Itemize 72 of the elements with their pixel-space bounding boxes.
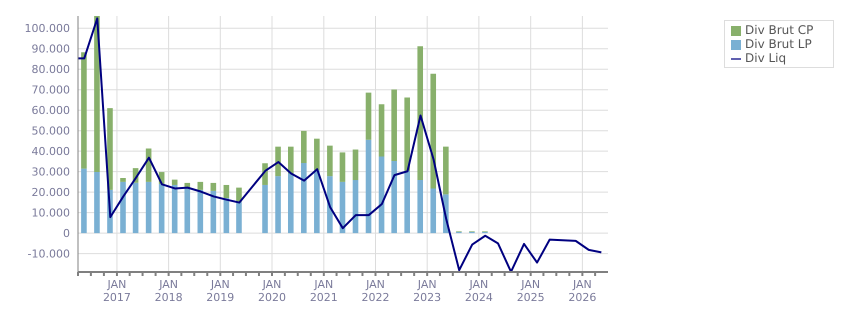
bar xyxy=(224,184,230,198)
x-tick-label: JAN 2019 xyxy=(206,278,234,304)
bar xyxy=(120,182,126,234)
x-tick-label: JAN 2023 xyxy=(413,278,442,304)
line-series xyxy=(78,17,602,272)
y-tick-label: 80.000 xyxy=(32,63,70,76)
x-tick-label: JAN 2020 xyxy=(258,278,286,304)
bar xyxy=(81,168,87,234)
bar xyxy=(224,198,230,234)
bar xyxy=(391,90,397,161)
bar xyxy=(184,188,190,234)
y-tick-label: 70.000 xyxy=(32,84,70,97)
bar xyxy=(378,156,384,234)
y-tick-label: 90.000 xyxy=(32,42,70,56)
bar xyxy=(132,182,138,234)
x-tick-label: JAN 2018 xyxy=(154,278,183,304)
bar xyxy=(340,182,346,234)
y-tick-label: 30.000 xyxy=(32,166,70,179)
bar xyxy=(198,190,204,234)
x-tick-label: JAN 2026 xyxy=(568,278,596,304)
bar xyxy=(391,161,397,234)
bar xyxy=(275,146,281,176)
bar xyxy=(94,172,100,234)
legend-label: Div Brut LP xyxy=(745,37,812,51)
bar xyxy=(404,98,410,171)
bar xyxy=(352,180,358,234)
bar xyxy=(120,178,126,182)
x-tick-label: JAN 2025 xyxy=(516,278,545,304)
y-tick-label: 100.000 xyxy=(24,22,70,36)
bar xyxy=(378,104,384,156)
y-tick-label: 20.000 xyxy=(32,186,70,200)
bar xyxy=(314,170,320,234)
x-tick-label: JAN 2017 xyxy=(102,278,131,304)
bar xyxy=(236,202,242,234)
y-tick-label: 60.000 xyxy=(32,104,70,118)
bar xyxy=(198,182,204,190)
bar xyxy=(404,170,410,234)
y-tick-label: 40.000 xyxy=(32,145,70,158)
bar xyxy=(210,182,216,191)
bar xyxy=(107,108,113,190)
bar xyxy=(146,182,152,234)
bar xyxy=(340,152,346,182)
bar xyxy=(417,46,424,180)
bar xyxy=(301,163,307,234)
legend-label: Div Brut CP xyxy=(745,23,814,37)
legend-label: Div Liq xyxy=(745,51,786,65)
bar xyxy=(210,190,216,234)
y-tick-label: -10.000 xyxy=(28,247,70,260)
bar xyxy=(262,184,268,234)
bar xyxy=(352,150,358,180)
bar xyxy=(417,180,424,234)
bar xyxy=(443,146,449,194)
y-tick-label: 10.000 xyxy=(32,206,70,220)
bar xyxy=(275,176,281,234)
x-tick-label: JAN 2024 xyxy=(464,278,493,304)
y-tick-label: 0 xyxy=(63,226,70,240)
bar xyxy=(81,52,87,169)
bar xyxy=(301,130,307,164)
x-tick-label: JAN 2021 xyxy=(310,278,338,304)
bar xyxy=(366,140,372,234)
bar xyxy=(172,184,178,234)
x-tick-label: JAN 2022 xyxy=(361,278,390,304)
bar xyxy=(430,74,436,188)
y-tick-label: 50.000 xyxy=(32,124,70,138)
bar xyxy=(430,188,436,234)
bar xyxy=(314,138,320,170)
bar xyxy=(172,180,178,185)
bar xyxy=(288,146,294,174)
bar xyxy=(158,184,164,234)
bar xyxy=(366,92,372,140)
bar xyxy=(288,173,294,234)
bar xyxy=(327,146,333,176)
